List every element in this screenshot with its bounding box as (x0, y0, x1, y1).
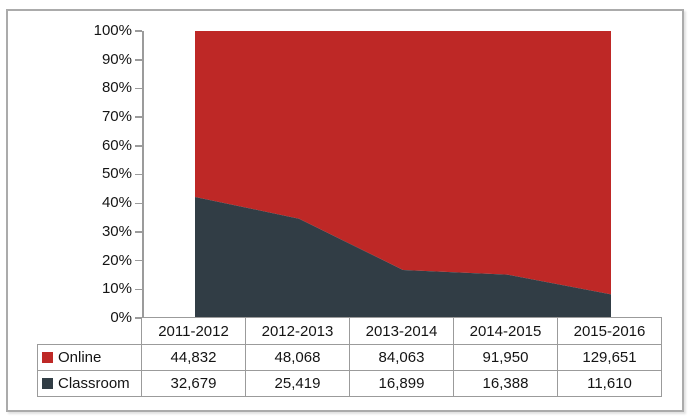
classroom-area-series (195, 197, 611, 318)
table-cell: 11,610 (557, 370, 662, 397)
legend-classroom: Classroom (37, 370, 142, 397)
table-cell: 48,068 (245, 344, 350, 371)
y-axis-tick-mark (135, 259, 142, 262)
table-cell: 91,950 (453, 344, 558, 371)
table-row-classroom: Classroom 32,679 25,419 16,899 16,388 11… (37, 370, 662, 397)
y-axis-label: 100% (93, 22, 132, 39)
table-row-online: Online 44,832 48,068 84,063 91,950 129,6… (37, 344, 662, 371)
stacked-area-plot (195, 31, 611, 318)
y-axis-label: 50% (101, 165, 132, 182)
y-axis-tick-mark (135, 231, 142, 233)
y-axis-tick-mark (135, 59, 142, 61)
y-axis-tick-mark (135, 87, 142, 90)
y-axis-label: 70% (101, 108, 132, 125)
online-area-series (195, 31, 611, 295)
y-axis-line (142, 31, 144, 318)
legend-online-label: Online (58, 349, 102, 366)
table-column-header: 2012-2013 (245, 317, 350, 345)
table-cell: 44,832 (141, 344, 246, 371)
y-axis-tick-mark (135, 202, 142, 204)
y-axis-label: 60% (101, 137, 132, 154)
y-axis-tick-mark (135, 116, 142, 118)
y-axis-label: 80% (101, 79, 132, 96)
y-axis-label: 90% (101, 51, 132, 68)
y-axis-label: 10% (101, 280, 132, 297)
y-axis-tick-mark (135, 173, 142, 176)
table-column-header: 2015-2016 (557, 317, 662, 345)
table-corner-blank (38, 318, 142, 345)
table-cell: 84,063 (349, 344, 454, 371)
y-axis-label: 40% (101, 194, 132, 211)
table-cell: 129,651 (557, 344, 662, 371)
y-axis-tick-mark (135, 145, 142, 147)
table-header-row: 2011-2012 2012-2013 2013-2014 2014-2015 … (38, 317, 662, 345)
legend-classroom-label: Classroom (58, 375, 130, 392)
table-cell: 25,419 (245, 370, 350, 397)
data-table: 2011-2012 2012-2013 2013-2014 2014-2015 … (37, 317, 662, 397)
y-axis-tick-mark (135, 288, 142, 291)
table-cell: 16,899 (349, 370, 454, 397)
table-column-header: 2013-2014 (349, 317, 454, 345)
y-axis-label: 0% (110, 309, 132, 326)
table-cell: 16,388 (453, 370, 558, 397)
table-column-header: 2014-2015 (453, 317, 558, 345)
classroom-series-swatch-icon (42, 378, 53, 389)
online-series-swatch-icon (42, 352, 53, 363)
table-column-header: 2011-2012 (141, 317, 246, 345)
y-axis-tick-mark (135, 30, 142, 32)
y-axis-label: 30% (101, 223, 132, 240)
legend-online: Online (37, 344, 142, 371)
table-cell: 32,679 (141, 370, 246, 397)
y-axis-label: 20% (101, 252, 132, 269)
y-axis-tick-mark (135, 317, 142, 319)
